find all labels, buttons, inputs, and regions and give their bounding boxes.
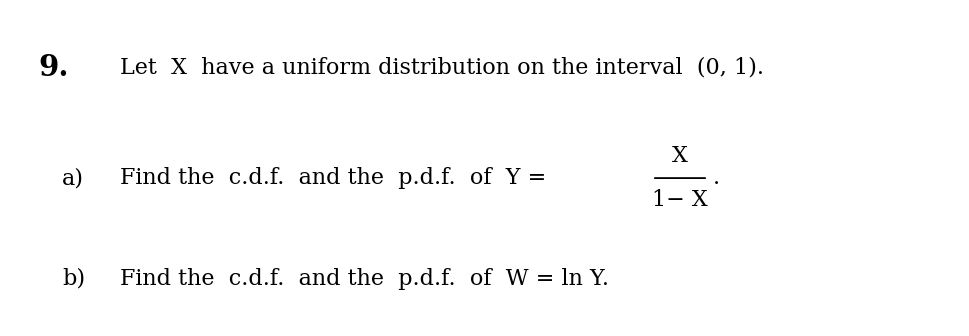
Text: Find the  c.d.f.  and the  p.d.f.  of  Y =: Find the c.d.f. and the p.d.f. of Y = (120, 167, 546, 189)
Text: Find the  c.d.f.  and the  p.d.f.  of  W = ln Y.: Find the c.d.f. and the p.d.f. of W = ln… (120, 268, 609, 290)
Text: Let  X  have a uniform distribution on the interval  (0, 1).: Let X have a uniform distribution on the… (120, 56, 764, 78)
Text: X: X (672, 145, 687, 167)
Text: a): a) (62, 167, 84, 189)
Text: .: . (712, 167, 719, 189)
Text: b): b) (62, 268, 85, 290)
Text: 1− X: 1− X (651, 189, 707, 211)
Text: 9.: 9. (38, 53, 69, 82)
